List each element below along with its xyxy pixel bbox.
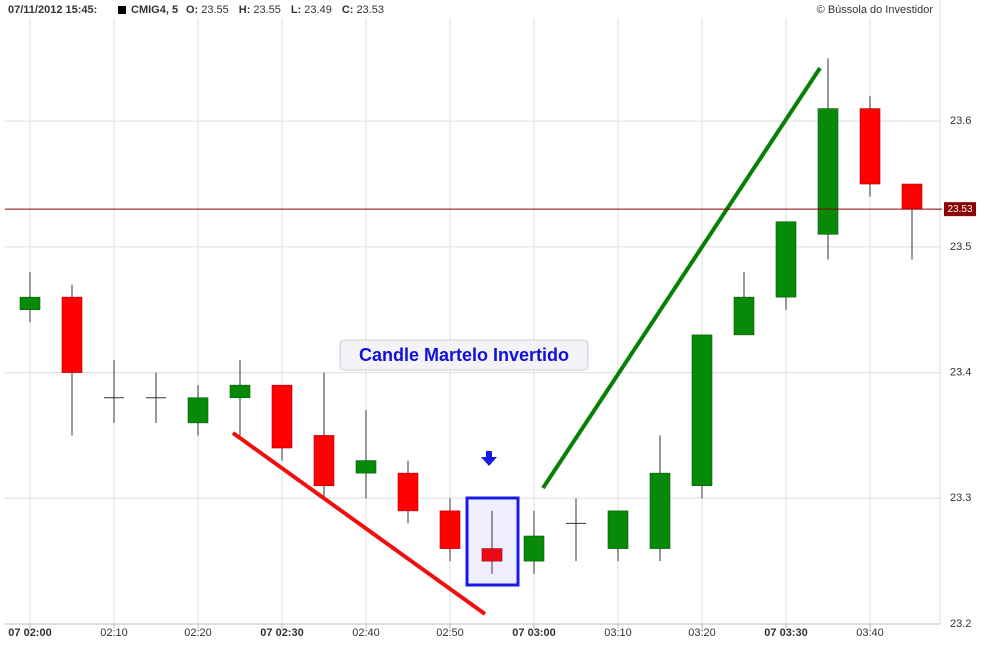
- x-tick-label: 02:10: [100, 627, 128, 639]
- y-tick-label: 23.3: [950, 492, 971, 504]
- candle-body: [439, 510, 461, 549]
- candle-body: [61, 296, 83, 373]
- field-label: L:: [291, 4, 301, 16]
- candles: [19, 58, 923, 574]
- candle-body: [313, 435, 335, 487]
- x-tick-label: 02:50: [436, 627, 464, 639]
- x-tick-label: 07 03:30: [764, 627, 807, 639]
- down-trend-line: [231, 431, 487, 616]
- candle-body: [775, 221, 797, 298]
- candle-body: [397, 472, 419, 512]
- x-tick-label: 07 02:00: [8, 627, 51, 639]
- candle-body: [187, 397, 209, 424]
- symbol-square: [118, 6, 126, 14]
- field-label: O:: [186, 4, 198, 16]
- y-tick-label: 23.4: [950, 366, 971, 378]
- candle-body: [355, 460, 377, 474]
- x-tick-label: 07 03:00: [512, 627, 555, 639]
- candle-body: [523, 535, 545, 562]
- y-tick-label: 23.6: [950, 115, 971, 127]
- field-value: 23.55: [201, 4, 229, 16]
- candle-body: [19, 296, 41, 311]
- candle-body: [691, 334, 713, 487]
- field-value: 23.53: [356, 4, 384, 16]
- header-symbol: CMIG4, 5: [131, 4, 178, 16]
- price-label-box: [944, 202, 976, 217]
- annotation: Candle Martelo Invertido: [359, 345, 569, 365]
- field-value: 23.49: [304, 4, 332, 16]
- x-tick-label: 03:40: [856, 627, 884, 639]
- field-label: C:: [342, 4, 354, 16]
- candle-body: [229, 384, 251, 399]
- highlight-box: [465, 496, 520, 587]
- field-label: H:: [239, 4, 251, 16]
- candle-body: [271, 384, 293, 449]
- header-fields: O: 23.55 H: 23.55 L: 23.49 C: 23.53: [186, 4, 384, 16]
- candle-body: [901, 183, 923, 210]
- x-tick-label: 02:20: [184, 627, 212, 639]
- x-tick-label: 07 02:30: [260, 627, 303, 639]
- y-tick-label: 23.2: [950, 618, 971, 630]
- x-tick-label: 03:20: [688, 627, 716, 639]
- field-value: 23.55: [253, 4, 281, 16]
- candle-body: [859, 108, 881, 185]
- y-tick-label: 23.5: [950, 241, 971, 253]
- x-tick-label: 03:10: [604, 627, 632, 639]
- candle-body: [733, 296, 755, 336]
- up-trend-line: [541, 66, 822, 490]
- copyright: © Bússola do Investidor: [817, 4, 934, 16]
- candle-body: [649, 472, 671, 549]
- header-datetime: 07/11/2012 15:45:: [8, 4, 97, 16]
- annotation-box: [339, 339, 589, 371]
- candle-body: [607, 510, 629, 549]
- x-tick-label: 02:40: [352, 627, 380, 639]
- candle-body: [817, 108, 839, 235]
- arrow: [481, 451, 497, 466]
- price-label: 23.53: [947, 204, 972, 215]
- candle-body: [481, 548, 503, 562]
